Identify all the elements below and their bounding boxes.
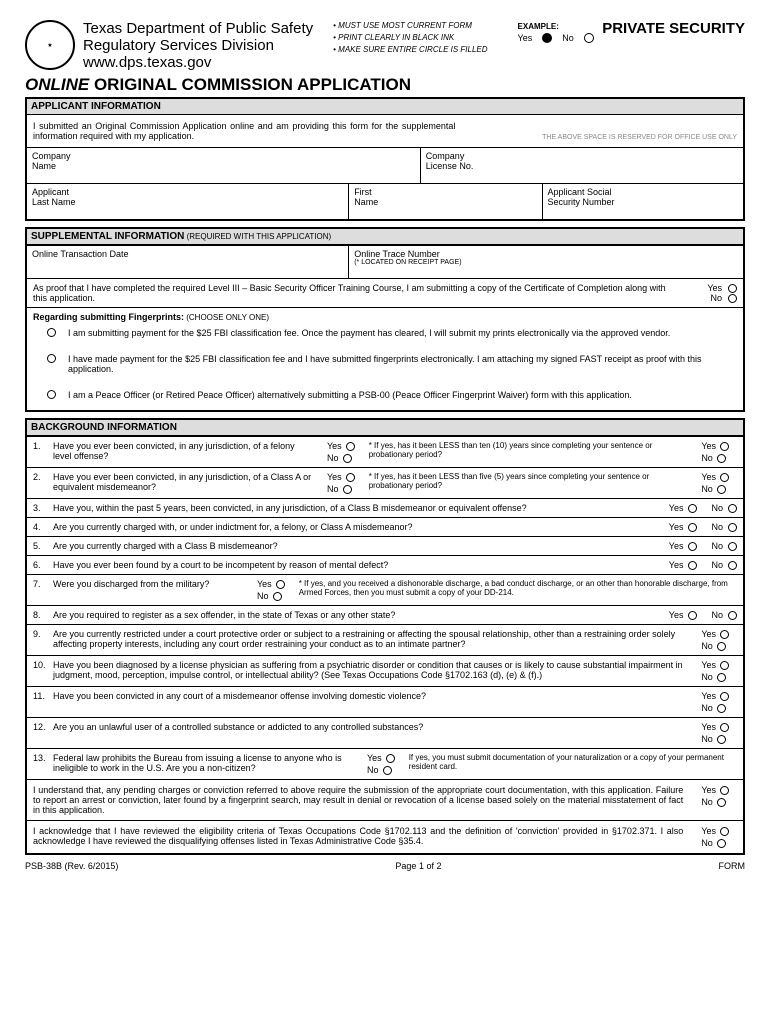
q2-yes[interactable] (346, 473, 355, 482)
title-online: ONLINE (25, 75, 89, 94)
q1s-no[interactable] (717, 454, 726, 463)
q4-yes[interactable] (688, 523, 697, 532)
filled-circle-icon (542, 33, 552, 43)
q5-yes[interactable] (688, 542, 697, 551)
q12-no[interactable] (717, 735, 726, 744)
ack-1: I understand that, any pending charges o… (33, 785, 693, 815)
ack2-yes[interactable] (720, 827, 729, 836)
form-title: ONLINE ORIGINAL COMMISSION APPLICATION (25, 75, 745, 95)
q6-yes[interactable] (688, 561, 697, 570)
q12-row: 12.Are you an unlawful user of a control… (27, 717, 743, 748)
q6-no[interactable] (728, 561, 737, 570)
q12-yes[interactable] (720, 723, 729, 732)
dept-block: Texas Department of Public Safety Regula… (83, 20, 313, 71)
office-use-note: THE ABOVE SPACE IS RESERVED FOR OFFICE U… (542, 134, 737, 141)
dept-url: www.dps.texas.gov (83, 54, 313, 71)
q7-row: 7. Were you discharged from the military… (27, 574, 743, 605)
q9-no[interactable] (717, 642, 726, 651)
q2s-yes[interactable] (720, 473, 729, 482)
applicant-intro: I submitted an Original Commission Appli… (33, 121, 455, 141)
q1-no[interactable] (343, 454, 352, 463)
form-rev: PSB-38B (Rev. 6/2015) (25, 861, 118, 871)
q2-no[interactable] (343, 485, 352, 494)
instr-1: MUST USE MOST CURRENT FORM (333, 20, 487, 32)
q6-row: 6.Have you ever been found by a court to… (27, 555, 743, 574)
division-name: Regulatory Services Division (83, 37, 313, 54)
example-label: EXAMPLE: (518, 22, 594, 31)
dept-name: Texas Department of Public Safety (83, 20, 313, 37)
background-section: BACKGROUND INFORMATION 1. Have you ever … (25, 418, 745, 855)
q5-no[interactable] (728, 542, 737, 551)
instructions: MUST USE MOST CURRENT FORM PRINT CLEARLY… (333, 20, 487, 56)
supplemental-section: SUPPLEMENTAL INFORMATION (REQUIRED WITH … (25, 227, 745, 412)
title-rest: ORIGINAL COMMISSION APPLICATION (89, 75, 411, 94)
ack-2: I acknowledge that I have reviewed the e… (33, 826, 693, 848)
q13-yes[interactable] (386, 754, 395, 763)
example-no: No (562, 33, 574, 43)
q1-row: 1. Have you ever been convicted, in any … (27, 436, 743, 467)
page-header: ★ Texas Department of Public Safety Regu… (25, 20, 745, 71)
transaction-date-field[interactable]: Online Transaction Date (27, 246, 349, 278)
q8-row: 8.Are you required to register as a sex … (27, 605, 743, 624)
applicant-info-heading: APPLICANT INFORMATION (27, 99, 743, 115)
ack2-no[interactable] (717, 839, 726, 848)
q7-no[interactable] (273, 592, 282, 601)
q7-yes[interactable] (276, 580, 285, 589)
fp-option-3-radio[interactable] (47, 390, 56, 399)
q1-yes[interactable] (346, 442, 355, 451)
q10-no[interactable] (717, 673, 726, 682)
background-heading: BACKGROUND INFORMATION (27, 420, 743, 436)
page-num: Page 1 of 2 (395, 861, 441, 871)
instr-3: MAKE SURE ENTIRE CIRCLE IS FILLED (333, 44, 487, 56)
fingerprint-heading: Regarding submitting Fingerprints: (CHOO… (27, 307, 743, 322)
state-seal-icon: ★ (25, 20, 75, 70)
proof-text: As proof that I have completed the requi… (33, 283, 677, 303)
q4-no[interactable] (728, 523, 737, 532)
applicant-info-section: APPLICANT INFORMATION I submitted an Ori… (25, 97, 745, 221)
q10-row: 10.Have you been diagnosed by a license … (27, 655, 743, 686)
q10-yes[interactable] (720, 661, 729, 670)
q3-yes[interactable] (688, 504, 697, 513)
private-security-heading: PRIVATE SECURITY (602, 20, 745, 37)
q4-row: 4.Are you currently charged with, or und… (27, 517, 743, 536)
empty-circle-icon (584, 33, 594, 43)
fp-option-1-radio[interactable] (47, 328, 56, 337)
q5-row: 5.Are you currently charged with a Class… (27, 536, 743, 555)
q8-yes[interactable] (688, 611, 697, 620)
q8-no[interactable] (728, 611, 737, 620)
trace-number-field[interactable]: Online Trace Number (* LOCATED ON RECEIP… (349, 246, 743, 278)
ack1-no[interactable] (717, 798, 726, 807)
q11-no[interactable] (717, 704, 726, 713)
company-license-field[interactable]: CompanyLicense No. (421, 148, 743, 183)
ssn-field[interactable]: Applicant SocialSecurity Number (543, 184, 743, 219)
first-name-field[interactable]: FirstName (349, 184, 542, 219)
fp-option-3: I am a Peace Officer (or Retired Peace O… (68, 390, 632, 400)
q11-yes[interactable] (720, 692, 729, 701)
q13-no[interactable] (383, 766, 392, 775)
q9-yes[interactable] (720, 630, 729, 639)
q11-row: 11.Have you been convicted in any court … (27, 686, 743, 717)
q3-no[interactable] (728, 504, 737, 513)
example-yes: Yes (518, 33, 533, 43)
page-footer: PSB-38B (Rev. 6/2015) Page 1 of 2 FORM (25, 861, 745, 871)
ack1-yes[interactable] (720, 786, 729, 795)
q3-row: 3.Have you, within the past 5 years, bee… (27, 498, 743, 517)
proof-yes-radio[interactable] (728, 284, 737, 293)
example-block: EXAMPLE: Yes No (518, 20, 594, 43)
q2s-no[interactable] (717, 485, 726, 494)
supplemental-heading: SUPPLEMENTAL INFORMATION (REQUIRED WITH … (27, 229, 743, 245)
fp-option-2-radio[interactable] (47, 354, 56, 363)
fp-option-1: I am submitting payment for the $25 FBI … (68, 328, 670, 338)
q2-row: 2. Have you ever been convicted, in any … (27, 467, 743, 498)
proof-no-radio[interactable] (728, 294, 737, 303)
company-name-field[interactable]: CompanyName (27, 148, 421, 183)
form-label: FORM (719, 861, 746, 871)
last-name-field[interactable]: ApplicantLast Name (27, 184, 349, 219)
fp-option-2: I have made payment for the $25 FBI clas… (68, 354, 737, 374)
q9-row: 9.Are you currently restricted under a c… (27, 624, 743, 655)
q1s-yes[interactable] (720, 442, 729, 451)
q13-row: 13. Federal law prohibits the Bureau fro… (27, 748, 743, 779)
instr-2: PRINT CLEARLY IN BLACK INK (333, 32, 487, 44)
